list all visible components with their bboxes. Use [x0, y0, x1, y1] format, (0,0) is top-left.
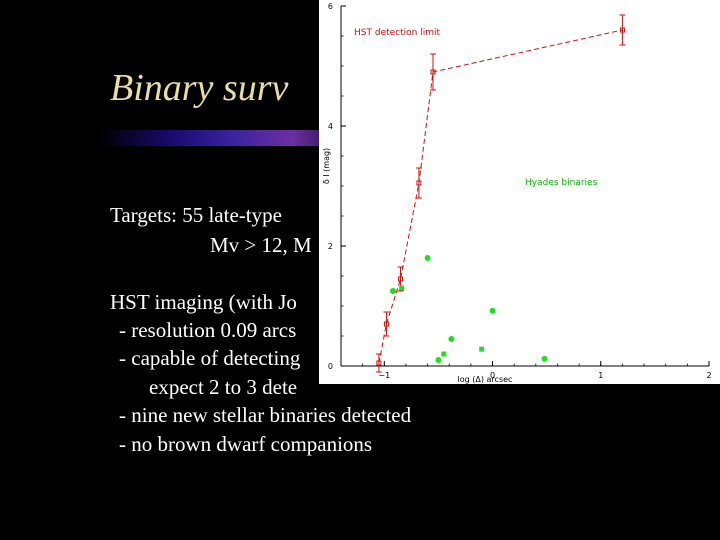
- detection-limit-point: [430, 69, 436, 75]
- annotation-hyades-binaries: Hyades binaries: [525, 178, 598, 188]
- bullet-line-nine-binaries: - nine new stellar binaries detected: [119, 403, 412, 427]
- bullet-line-expect: expect 2 to 3 dete: [149, 375, 298, 399]
- annotation-detection-limit: HST detection limit: [354, 28, 440, 38]
- detection-limit-point: [619, 27, 625, 33]
- y-axis-label: δ I (mag): [322, 148, 331, 184]
- y-tick-label: 0: [328, 362, 333, 371]
- hyades-binary-point: [424, 255, 431, 261]
- hyades-binary-point: [489, 307, 496, 314]
- hyades-binary-point: [541, 355, 548, 362]
- detection-limit-point: [376, 360, 382, 366]
- hyades-binary-point: [435, 357, 442, 363]
- hyades-binary-point: [389, 288, 396, 294]
- bullet-line-capable: - capable of detecting: [119, 346, 301, 370]
- x-tick-label: 2: [706, 371, 711, 380]
- bullet-line-no-brown-dwarf: - no brown dwarf companions: [119, 432, 373, 456]
- chart-svg: 0 2 4 6 −1 0 1 2 log (Δ) arcsec δ I (mag) HST dete…: [322, 2, 712, 384]
- detection-limit-line: [378, 29, 623, 364]
- hyades-binary-point: [479, 346, 485, 352]
- bullet-line-mv: Mv > 12, M: [210, 233, 312, 257]
- chart-panel: 0 2 4 6 −1 0 1 2 log (Δ) arcsec δ I (mag) HST dete…: [319, 0, 720, 384]
- slide-title: Binary surv: [110, 67, 289, 109]
- hyades-binary-point: [399, 285, 405, 291]
- detection-limit-point: [416, 180, 422, 186]
- x-tick-label: 1: [598, 371, 603, 380]
- y-tick-label: 6: [328, 2, 333, 11]
- detection-limit-point: [398, 276, 404, 282]
- bullet-line-targets: Targets: 55 late-type: [110, 203, 282, 227]
- bullet-line-hst-imaging: HST imaging (with Jo: [110, 290, 297, 314]
- x-axis-label: log (Δ) arcsec: [458, 375, 513, 384]
- x-tick-label: 0: [490, 371, 495, 380]
- y-tick-label: 4: [328, 122, 333, 131]
- detection-limit-point: [383, 321, 389, 327]
- bullet-line-resolution: - resolution 0.09 arcs: [119, 318, 297, 342]
- y-tick-label: 2: [328, 242, 333, 251]
- title-underline-bar: [100, 130, 340, 146]
- hyades-binary-point: [441, 351, 447, 357]
- hyades-binary-point: [448, 336, 455, 342]
- x-tick-label: −1: [378, 371, 390, 380]
